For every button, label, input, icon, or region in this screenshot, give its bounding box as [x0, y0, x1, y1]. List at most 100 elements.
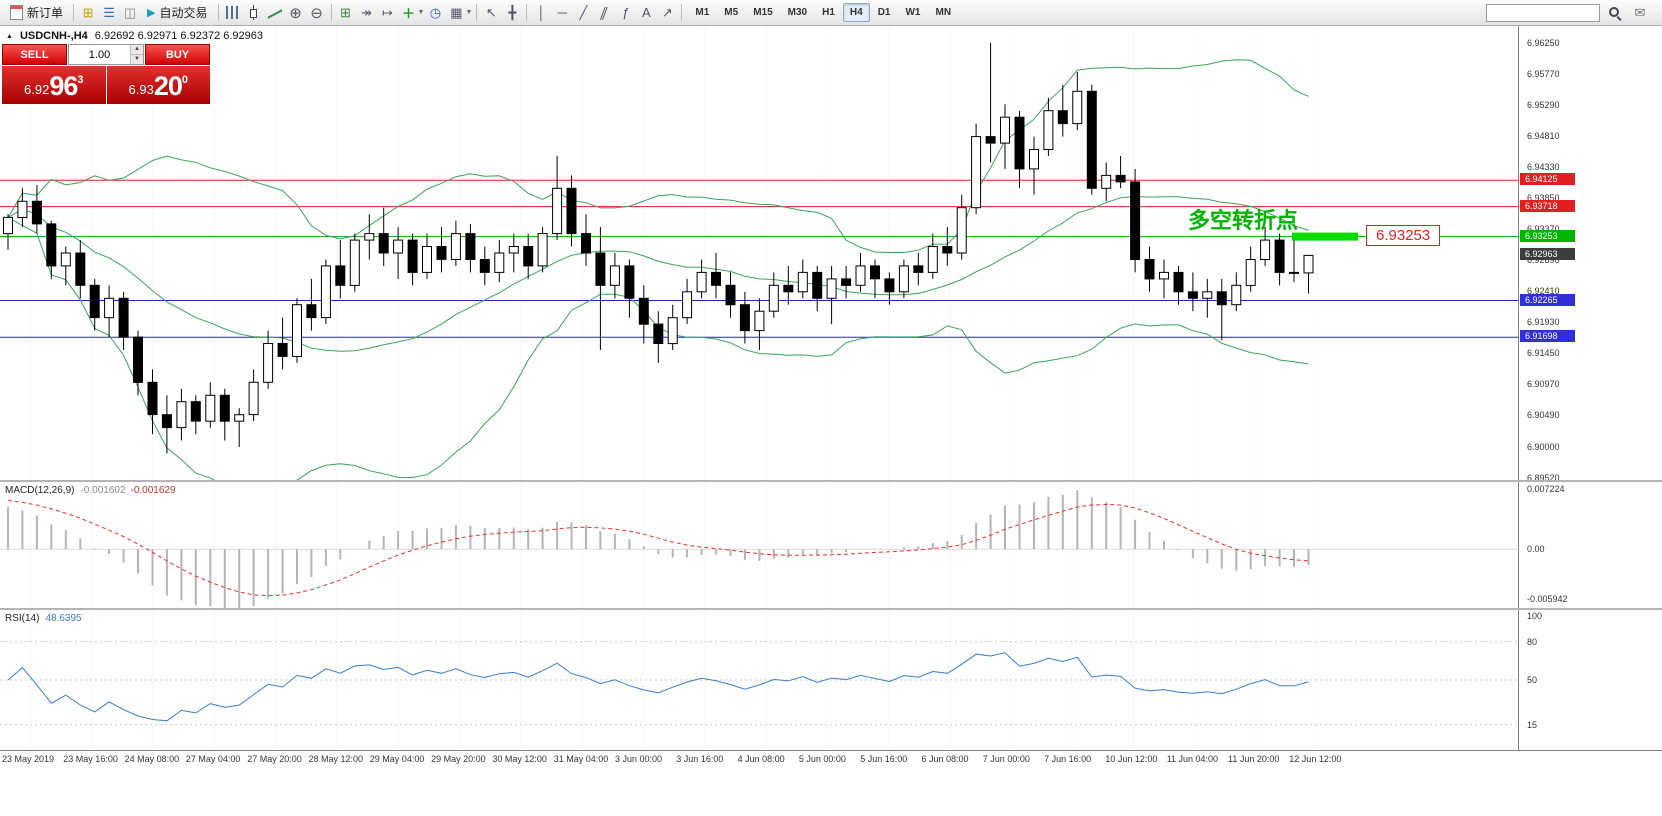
price-badge: 6.91698 — [1520, 330, 1575, 343]
price-axis-label: 6.91930 — [1527, 317, 1560, 328]
channel-icon[interactable]: ∥ — [598, 4, 611, 20]
candlestick-chart-icon[interactable] — [244, 3, 264, 23]
timeframe-m30[interactable]: M30 — [787, 7, 808, 18]
time-axis-label: 10 Jun 12:00 — [1105, 754, 1158, 764]
price-axis-label: 6.90000 — [1527, 442, 1560, 452]
symbol-ohlc: 6.92692 6.92971 6.92372 6.92963 — [94, 30, 263, 42]
rsi-panel[interactable]: RSI(14) 48.6395 — [0, 610, 1518, 750]
timeframe-m5[interactable]: M5 — [724, 7, 739, 18]
trendline-icon[interactable]: ╱ — [579, 4, 588, 20]
data-window-icon[interactable]: ◫ — [123, 4, 137, 20]
macd-signal-value: -0.001629 — [130, 485, 176, 496]
turning-point-label: 多空转折点 — [1187, 207, 1298, 233]
new-order-button[interactable]: 新订单 — [4, 2, 69, 23]
horizontal-line-icon[interactable]: ─ — [557, 5, 567, 20]
zoom-out-icon[interactable]: ⊖ — [310, 4, 323, 22]
price-badge: 6.94125 — [1520, 173, 1575, 186]
notifications-icon[interactable]: ✉ — [1634, 4, 1646, 20]
toolbar-separator — [681, 4, 683, 21]
line-chart-icon[interactable] — [265, 3, 285, 23]
template-icon[interactable]: ▦ — [450, 4, 463, 20]
macd-label: MACD(12,26,9) -0.001602 -0.001629 — [5, 485, 176, 496]
symbol-info: ▲ USDCNH-,H4 6.92692 6.92971 6.92372 6.9… — [6, 30, 263, 42]
timeframe-h1[interactable]: H1 — [822, 7, 835, 18]
new-order-icon — [10, 5, 23, 20]
rsi-scale[interactable]: 100 80 50 15 — [1518, 610, 1662, 750]
panel-divider[interactable] — [0, 480, 1662, 482]
search-icon[interactable] — [1605, 3, 1625, 23]
period-clock-icon[interactable]: ◷ — [429, 4, 442, 20]
sell-button[interactable]: SELL — [2, 44, 67, 65]
chart-profiles-icon[interactable]: ⊞ — [82, 4, 94, 20]
chart-shift-icon[interactable]: ↦ — [382, 4, 393, 20]
timeframe-mn[interactable]: MN — [935, 7, 952, 18]
macd-scale[interactable]: 0.007224 0.00 -0.005942 — [1518, 482, 1662, 608]
volume-up-button[interactable]: ▲ — [130, 45, 143, 54]
macd-canvas[interactable] — [0, 482, 1518, 608]
timeframe-d1[interactable]: D1 — [877, 7, 891, 18]
add-indicator-icon[interactable]: ＋ — [401, 6, 415, 21]
symbol-direction-icon: ▲ — [6, 32, 13, 40]
rsi-canvas[interactable] — [0, 610, 1518, 750]
macd-panel[interactable]: MACD(12,26,9) -0.001602 -0.001629 — [0, 482, 1518, 608]
timeframe-m1[interactable]: M1 — [695, 7, 710, 18]
time-axis-label: 5 Jun 16:00 — [860, 754, 908, 764]
crosshair-icon[interactable]: ╋ — [508, 4, 517, 20]
macd-axis-label: -0.005942 — [1527, 594, 1568, 605]
text-label-icon[interactable]: A — [642, 5, 651, 20]
price-axis-label: 6.90970 — [1527, 379, 1560, 390]
time-axis-label: 4 Jun 08:00 — [737, 754, 785, 764]
time-axis-label: 24 May 08:00 — [124, 754, 180, 764]
price-axis-label: 6.94330 — [1527, 162, 1560, 172]
time-axis-label: 23 May 2019 — [2, 754, 55, 764]
bar-chart-icon[interactable] — [223, 3, 243, 23]
rsi-axis-label: 15 — [1527, 719, 1538, 730]
price-badge: 6.93718 — [1520, 199, 1575, 212]
main-chart-canvas[interactable] — [0, 26, 1518, 480]
play-icon: ▶ — [147, 7, 156, 19]
toolbar-separator — [217, 4, 219, 21]
zoom-in-icon[interactable]: ⊕ — [289, 4, 302, 22]
price-badge: 6.92265 — [1520, 293, 1575, 306]
toolbar-separator — [476, 4, 478, 21]
vertical-line-icon[interactable]: │ — [537, 5, 546, 20]
fibonacci-icon[interactable]: ƒ — [621, 5, 629, 20]
toolbar-separator — [526, 4, 528, 21]
rsi-axis-label: 100 — [1527, 611, 1543, 621]
market-watch-icon[interactable]: ☰ — [103, 4, 115, 20]
volume-spinner: ▲ ▼ — [130, 45, 143, 64]
time-axis-label: 12 Jun 12:00 — [1289, 754, 1342, 764]
volume-input[interactable] — [69, 45, 130, 64]
search-input[interactable] — [1486, 3, 1600, 22]
main-price-scale[interactable]: 6.96250 6.95770 6.95290 6.94810 6.94330 6.938… — [1518, 26, 1662, 483]
panel-divider[interactable] — [0, 608, 1662, 610]
buy-price-display[interactable]: 6.93 20 0 — [106, 66, 210, 104]
price-badge: 6.92963 — [1520, 248, 1575, 261]
timeframe-h4[interactable]: H4 — [842, 3, 870, 22]
cursor-icon[interactable]: ↖ — [485, 4, 497, 20]
add-indicator-dropdown-icon[interactable]: ▼ — [417, 9, 425, 16]
toolbar-separator — [330, 4, 332, 21]
sell-price-display[interactable]: 6.92 96 3 — [2, 66, 106, 104]
turning-point-price-tag: 6.93253 — [1366, 224, 1441, 246]
price-axis-label: 6.90490 — [1527, 410, 1560, 421]
macd-main-value: -0.001602 — [80, 485, 126, 496]
price-axis-label: 6.95290 — [1527, 99, 1560, 110]
time-axis[interactable]: 23 May 2019 23 May 16:00 24 May 08:00 27 Ma… — [0, 750, 1662, 769]
time-axis-label: 30 May 12:00 — [492, 754, 547, 764]
macd-axis-label: 0.007224 — [1527, 483, 1565, 494]
auto-trading-button[interactable]: ▶ 自动交易 — [141, 2, 213, 23]
main-chart-panel[interactable]: ▲ USDCNH-,H4 6.92692 6.92971 6.92372 6.9… — [0, 26, 1518, 480]
volume-down-button[interactable]: ▼ — [130, 54, 143, 64]
price-axis-label: 6.93370 — [1527, 224, 1560, 234]
arrows-icon[interactable]: ↗ — [661, 4, 673, 20]
buy-button[interactable]: BUY — [145, 44, 210, 65]
price-axis-label: 6.96250 — [1527, 37, 1560, 48]
time-axis-label: 11 Jun 04:00 — [1166, 754, 1219, 764]
template-dropdown-icon[interactable]: ▼ — [465, 9, 473, 16]
timeframe-m15[interactable]: M15 — [753, 7, 773, 18]
tile-windows-icon[interactable]: ⊞ — [340, 4, 351, 20]
auto-scroll-icon[interactable]: ↠ — [361, 4, 372, 20]
timeframe-w1[interactable]: W1 — [905, 7, 921, 18]
